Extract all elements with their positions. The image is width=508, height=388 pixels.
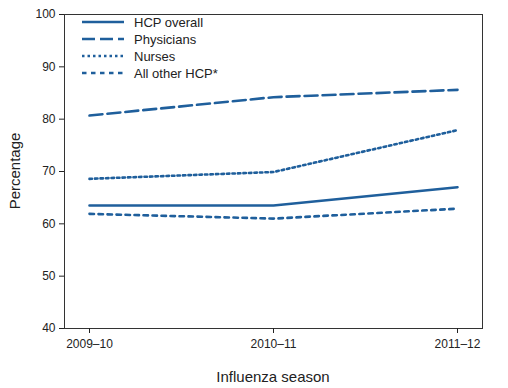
svg-text:80: 80 <box>42 112 56 126</box>
svg-text:2010–11: 2010–11 <box>251 337 297 351</box>
svg-text:40: 40 <box>42 321 56 335</box>
svg-text:60: 60 <box>42 217 56 231</box>
svg-text:Physicians: Physicians <box>134 32 197 47</box>
svg-text:70: 70 <box>42 164 56 178</box>
svg-text:50: 50 <box>42 269 56 283</box>
svg-text:2011–12: 2011–12 <box>435 337 481 351</box>
svg-text:90: 90 <box>42 60 56 74</box>
svg-text:Nurses: Nurses <box>134 49 176 64</box>
svg-text:2009–10: 2009–10 <box>66 337 113 351</box>
svg-text:All other HCP*: All other HCP* <box>134 66 218 81</box>
svg-text:Influenza season: Influenza season <box>216 368 329 385</box>
svg-text:Percentage: Percentage <box>6 133 23 210</box>
svg-text:HCP overall: HCP overall <box>134 15 203 30</box>
svg-text:100: 100 <box>35 7 55 21</box>
